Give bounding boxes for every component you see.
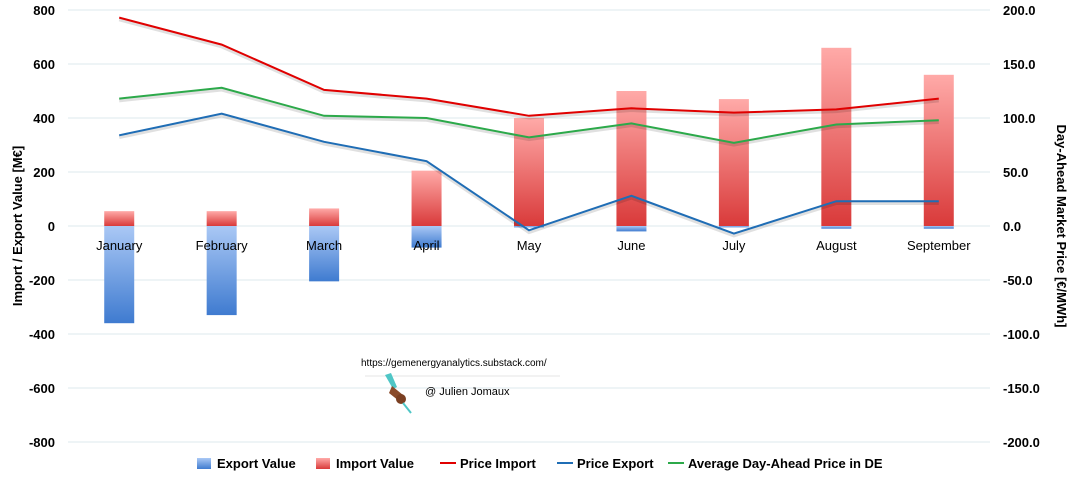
right-tick-label: 100.0 [1003, 111, 1036, 126]
legend-label: Import Value [336, 456, 414, 471]
right-axis-title: Day-Ahead Market Price [€/MWh] [1054, 125, 1067, 328]
lines [118, 16, 939, 238]
right-tick-label: 50.0 [1003, 165, 1028, 180]
right-tick-label: -50.0 [1003, 273, 1033, 288]
import-bar [206, 211, 237, 226]
legend-swatch [316, 458, 330, 469]
left-tick-label: 200 [33, 165, 55, 180]
legend-label: Export Value [217, 456, 296, 471]
legend-label: Average Day-Ahead Price in DE [688, 456, 883, 471]
import-bar [309, 208, 340, 226]
watermark-url: https://gemenergyanalytics.substack.com/ [361, 358, 547, 369]
left-tick-label: -800 [29, 435, 55, 450]
category-label: July [722, 238, 746, 253]
category-label: April [414, 238, 440, 253]
right-tick-label: -100.0 [1003, 327, 1040, 342]
left-tick-label: 0 [48, 219, 55, 234]
export-bar [411, 226, 442, 248]
category-label: March [306, 238, 342, 253]
import-bar [616, 91, 647, 226]
logo-icon [385, 373, 412, 414]
import-bar [821, 47, 852, 226]
category-label: June [617, 238, 645, 253]
left-tick-label: 800 [33, 3, 55, 18]
import-bar [718, 99, 749, 226]
left-tick-label: -400 [29, 327, 55, 342]
category-label: January [96, 238, 143, 253]
legend-label: Price Export [577, 456, 654, 471]
series-line [118, 112, 939, 235]
category-labels: January February March April May June July Augu… [96, 238, 971, 253]
left-tick-label: 600 [33, 57, 55, 72]
left-tick-label: -200 [29, 273, 55, 288]
export-bar [309, 226, 340, 282]
legend-label: Price Import [460, 456, 537, 471]
watermark: https://gemenergyanalytics.substack.com/… [361, 358, 560, 414]
export-bar [616, 226, 647, 232]
left-tick-label: -600 [29, 381, 55, 396]
right-tick-label: 150.0 [1003, 57, 1036, 72]
right-tick-label: 200.0 [1003, 3, 1036, 18]
export-bar [514, 226, 544, 228]
legend-swatch [197, 458, 211, 469]
left-axis-title: Import / Export Value [M€] [10, 146, 25, 306]
left-axis-ticks: 800 600 400 200 0 -200 -400 -600 -800 [29, 3, 55, 450]
series-line [118, 16, 939, 117]
category-label: February [196, 238, 249, 253]
category-label: September [907, 238, 971, 253]
export-bar [718, 226, 749, 228]
series-line-shadow [118, 113, 939, 238]
category-label: August [816, 238, 857, 253]
import-bar [514, 118, 544, 226]
import-bar [411, 170, 442, 226]
export-bar [923, 226, 954, 229]
series-line-shadow [118, 17, 939, 120]
category-label: May [517, 238, 542, 253]
right-tick-label: -150.0 [1003, 381, 1040, 396]
export-bar [206, 226, 237, 316]
left-tick-label: 400 [33, 111, 55, 126]
export-bar [104, 226, 135, 324]
import-bar [104, 211, 135, 226]
series-line [119, 86, 939, 144]
series-line-shadow [119, 88, 939, 147]
legend: Export Value Import Value Price Import Pric… [197, 456, 883, 471]
right-tick-label: -200.0 [1003, 435, 1040, 450]
bars [104, 47, 954, 324]
right-axis-ticks: 200.0 150.0 100.0 50.0 0.0 -50.0 -100.0 -150.0 -… [1003, 3, 1040, 450]
export-bar [821, 226, 852, 229]
watermark-author: @ Julien Jomaux [425, 386, 510, 398]
right-tick-label: 0.0 [1003, 219, 1021, 234]
